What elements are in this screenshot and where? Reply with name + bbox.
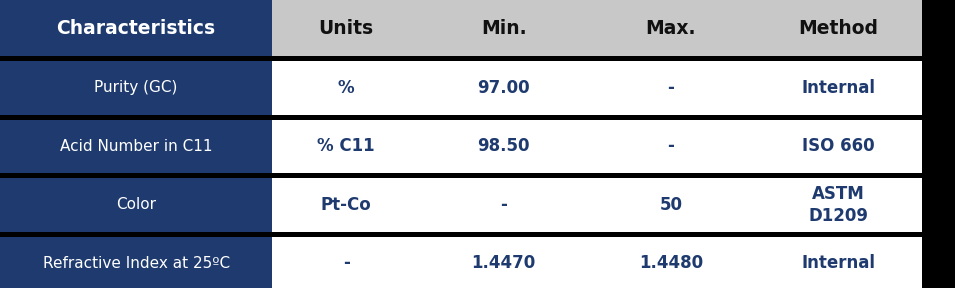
Text: -: - — [668, 137, 674, 156]
Text: Max.: Max. — [646, 19, 696, 37]
Text: %: % — [338, 79, 354, 97]
FancyBboxPatch shape — [420, 0, 587, 56]
Text: Refractive Index at 25ºC: Refractive Index at 25ºC — [43, 256, 229, 271]
Text: Internal: Internal — [801, 254, 875, 272]
Text: Internal: Internal — [801, 79, 875, 97]
FancyBboxPatch shape — [0, 0, 272, 56]
FancyBboxPatch shape — [754, 0, 922, 56]
Text: -: - — [500, 196, 507, 214]
Text: Units: Units — [319, 19, 373, 37]
Text: 1.4480: 1.4480 — [639, 254, 703, 272]
FancyBboxPatch shape — [272, 120, 420, 173]
FancyBboxPatch shape — [587, 120, 754, 173]
FancyBboxPatch shape — [420, 178, 587, 232]
Text: 98.50: 98.50 — [478, 137, 530, 156]
FancyBboxPatch shape — [272, 178, 420, 232]
Text: ISO 660: ISO 660 — [801, 137, 875, 156]
FancyBboxPatch shape — [272, 0, 420, 56]
Text: -: - — [343, 254, 350, 272]
FancyBboxPatch shape — [272, 61, 420, 115]
Text: Method: Method — [798, 19, 878, 37]
FancyBboxPatch shape — [420, 61, 587, 115]
Text: Purity (GC): Purity (GC) — [95, 80, 178, 96]
FancyBboxPatch shape — [587, 178, 754, 232]
FancyBboxPatch shape — [587, 237, 754, 288]
FancyBboxPatch shape — [754, 237, 922, 288]
FancyBboxPatch shape — [272, 237, 420, 288]
FancyBboxPatch shape — [0, 178, 272, 232]
Text: Color: Color — [117, 197, 156, 213]
FancyBboxPatch shape — [0, 61, 272, 115]
Text: 97.00: 97.00 — [478, 79, 530, 97]
Text: % C11: % C11 — [317, 137, 375, 156]
Text: 1.4470: 1.4470 — [472, 254, 536, 272]
Text: ASTM
D1209: ASTM D1209 — [808, 185, 868, 225]
FancyBboxPatch shape — [0, 237, 272, 288]
FancyBboxPatch shape — [754, 61, 922, 115]
Text: -: - — [668, 79, 674, 97]
FancyBboxPatch shape — [0, 120, 272, 173]
FancyBboxPatch shape — [420, 120, 587, 173]
FancyBboxPatch shape — [754, 178, 922, 232]
FancyBboxPatch shape — [587, 61, 754, 115]
Text: Characteristics: Characteristics — [56, 19, 216, 37]
FancyBboxPatch shape — [420, 237, 587, 288]
Text: Acid Number in C11: Acid Number in C11 — [60, 139, 212, 154]
FancyBboxPatch shape — [587, 0, 754, 56]
Text: Pt-Co: Pt-Co — [321, 196, 371, 214]
Text: 50: 50 — [659, 196, 683, 214]
Text: Min.: Min. — [481, 19, 526, 37]
FancyBboxPatch shape — [754, 120, 922, 173]
